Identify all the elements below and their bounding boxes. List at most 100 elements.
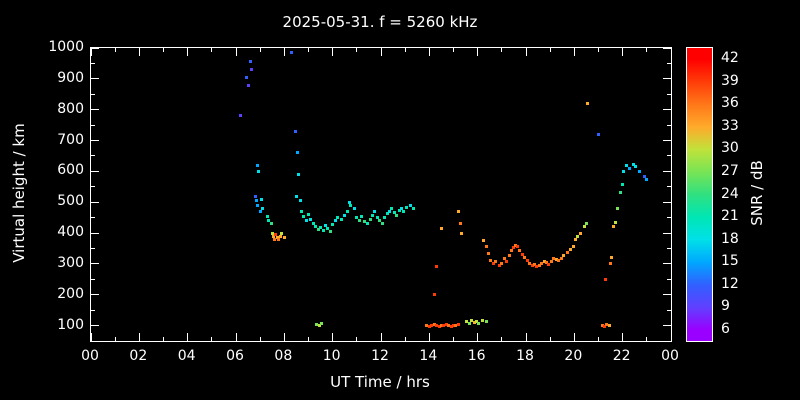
colorbar-tick-label: 18: [721, 230, 739, 247]
x-tick: [138, 333, 140, 341]
data-point: [582, 225, 586, 229]
data-point: [487, 251, 491, 255]
y-minor-tick: [91, 124, 95, 126]
x-minor-tick: [308, 48, 309, 52]
data-point: [549, 259, 553, 263]
x-tick: [187, 48, 189, 56]
data-point: [557, 259, 561, 263]
data-point: [547, 263, 551, 266]
x-tick: [525, 48, 527, 56]
x-minor-tick: [114, 48, 116, 52]
data-point: [605, 323, 609, 327]
colorbar-tick-label: 42: [721, 50, 739, 67]
data-point: [302, 214, 306, 218]
colorbar-tick-label: 9: [721, 298, 730, 315]
data-point: [375, 215, 379, 219]
data-point: [576, 235, 580, 239]
x-tick: [283, 333, 285, 341]
x-minor-tick: [453, 48, 454, 52]
data-point: [250, 68, 254, 72]
data-point: [459, 222, 463, 226]
data-point: [474, 320, 478, 324]
data-point: [482, 239, 486, 243]
data-point: [395, 213, 399, 217]
data-point: [357, 219, 361, 223]
x-tick-label: 14: [419, 348, 438, 364]
data-point: [348, 201, 352, 205]
data-point: [460, 231, 464, 235]
x-minor-tick: [356, 337, 358, 341]
x-tick-label: 16: [467, 348, 486, 364]
x-tick: [573, 48, 575, 56]
y-tick: [663, 47, 671, 49]
data-point: [345, 209, 349, 213]
data-point: [502, 256, 506, 260]
data-point: [618, 191, 622, 195]
data-point: [320, 321, 324, 325]
data-point: [603, 324, 607, 328]
data-point: [525, 258, 529, 262]
data-point: [452, 324, 455, 328]
data-point: [584, 222, 588, 226]
y-tick-label: 400: [57, 224, 84, 241]
data-point: [323, 223, 327, 227]
snr-colorbar: [686, 47, 713, 342]
y-minor-tick: [91, 247, 95, 249]
x-minor-tick: [501, 337, 503, 341]
colorbar-tick-label: 36: [721, 95, 739, 112]
data-point: [442, 324, 446, 328]
data-point: [470, 319, 474, 323]
data-point: [513, 243, 517, 247]
data-point: [454, 324, 458, 328]
data-point: [607, 324, 611, 328]
y-tick-label: 300: [57, 254, 84, 271]
y-minor-tick: [667, 278, 671, 280]
x-tick: [573, 333, 575, 341]
data-point: [574, 238, 578, 242]
y-minor-tick: [667, 247, 671, 249]
data-point: [402, 209, 406, 213]
x-minor-tick: [114, 337, 116, 341]
data-point: [314, 225, 318, 229]
y-minor-tick: [667, 217, 671, 219]
data-point: [257, 169, 261, 173]
data-point: [523, 256, 527, 260]
x-tick: [380, 333, 382, 341]
y-tick: [663, 170, 671, 172]
x-tick-label: 12: [371, 348, 389, 364]
x-tick: [90, 333, 92, 341]
data-point: [383, 216, 387, 220]
data-point: [343, 213, 347, 217]
data-point: [494, 259, 498, 263]
x-minor-tick: [211, 337, 213, 341]
data-point: [261, 206, 265, 210]
data-point: [540, 262, 544, 266]
data-point: [447, 324, 451, 328]
data-point: [294, 194, 298, 198]
data-point: [371, 213, 375, 217]
data-point: [317, 324, 321, 328]
x-tick: [525, 333, 527, 341]
data-point: [412, 206, 416, 210]
y-tick: [91, 140, 99, 142]
data-point: [368, 217, 372, 221]
data-point: [336, 215, 339, 219]
x-tick: [187, 333, 189, 341]
data-point: [535, 265, 539, 269]
data-point: [255, 199, 259, 203]
data-point: [265, 214, 269, 218]
x-tick-label: 00: [661, 348, 679, 364]
data-point: [456, 209, 460, 213]
x-axis-label: UT Time / hrs: [330, 373, 430, 391]
data-point: [331, 222, 335, 226]
data-point: [360, 214, 364, 218]
x-minor-tick: [356, 48, 358, 52]
y-tick: [91, 78, 99, 80]
data-point: [279, 234, 283, 238]
data-point: [552, 256, 556, 260]
y-tick-label: 1000: [48, 39, 84, 55]
data-point: [267, 219, 271, 223]
data-point: [298, 199, 302, 203]
y-tick: [663, 263, 671, 265]
x-tick-label: 08: [274, 348, 293, 364]
